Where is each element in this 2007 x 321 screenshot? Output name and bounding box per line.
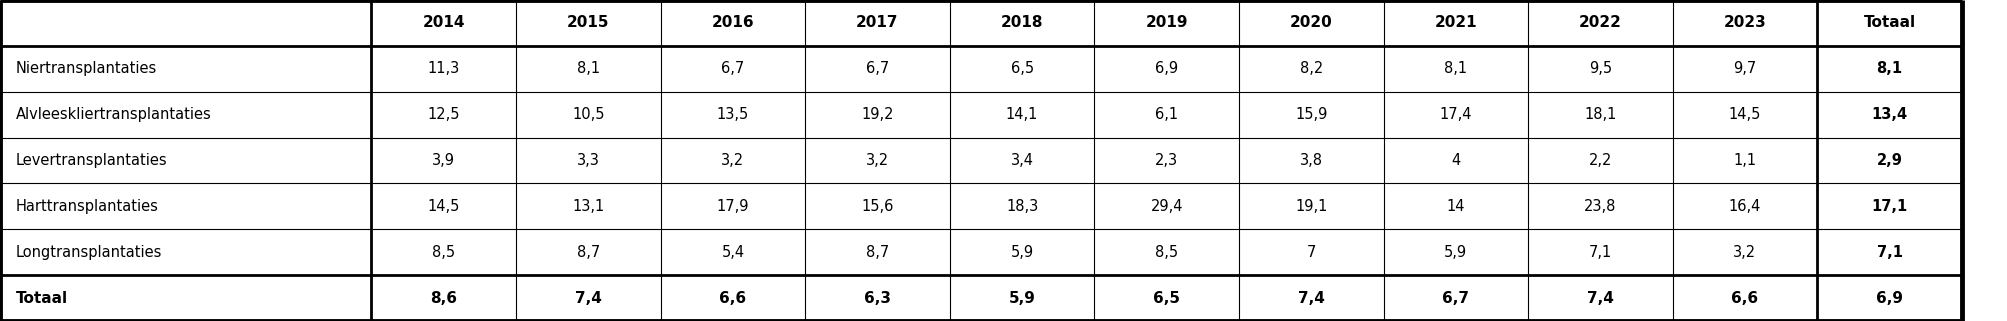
Text: 9,5: 9,5 [1588,61,1612,76]
Text: 7: 7 [1307,245,1315,260]
Text: 7,4: 7,4 [1586,291,1614,306]
Text: 6,5: 6,5 [1010,61,1034,76]
Text: 8,7: 8,7 [865,245,889,260]
Text: 7,1: 7,1 [1877,245,1901,260]
Text: 10,5: 10,5 [572,107,604,122]
Text: 9,7: 9,7 [1732,61,1756,76]
Text: 3,2: 3,2 [865,153,889,168]
Text: 6,7: 6,7 [865,61,889,76]
Text: 2,3: 2,3 [1154,153,1178,168]
Text: Totaal: Totaal [16,291,68,306]
Text: 13,1: 13,1 [572,199,604,214]
Text: 3,2: 3,2 [1732,245,1756,260]
Text: 7,4: 7,4 [1297,291,1325,306]
Text: Levertransplantaties: Levertransplantaties [16,153,169,168]
Text: 3,9: 3,9 [432,153,456,168]
Text: 6,6: 6,6 [719,291,747,306]
Text: 3,2: 3,2 [721,153,745,168]
Text: Longtransplantaties: Longtransplantaties [16,245,163,260]
Text: 5,4: 5,4 [721,245,745,260]
Text: 2,2: 2,2 [1588,153,1612,168]
Text: 29,4: 29,4 [1150,199,1182,214]
Text: 8,7: 8,7 [576,245,600,260]
Text: 7,1: 7,1 [1588,245,1612,260]
Text: 11,3: 11,3 [427,61,460,76]
Text: 2021: 2021 [1433,15,1477,30]
Text: 14: 14 [1445,199,1465,214]
Text: 2017: 2017 [855,15,899,30]
Text: 13,5: 13,5 [716,107,749,122]
Text: 4: 4 [1451,153,1459,168]
Text: 2015: 2015 [566,15,610,30]
Text: 8,2: 8,2 [1299,61,1323,76]
Text: 3,8: 3,8 [1299,153,1323,168]
Text: 6,7: 6,7 [1441,291,1469,306]
Text: 16,4: 16,4 [1728,199,1760,214]
Text: 8,5: 8,5 [432,245,456,260]
Text: 15,6: 15,6 [861,199,893,214]
Text: 5,9: 5,9 [1008,291,1036,306]
Text: Totaal: Totaal [1862,15,1915,30]
Text: 6,3: 6,3 [863,291,891,306]
Text: 2023: 2023 [1722,15,1766,30]
Text: 1,1: 1,1 [1732,153,1756,168]
Text: Harttransplantaties: Harttransplantaties [16,199,159,214]
Text: 17,9: 17,9 [716,199,749,214]
Text: 15,9: 15,9 [1295,107,1327,122]
Text: Alvleeskliertransplantaties: Alvleeskliertransplantaties [16,107,211,122]
Text: 14,5: 14,5 [427,199,460,214]
Text: 5,9: 5,9 [1010,245,1034,260]
Text: 12,5: 12,5 [427,107,460,122]
Text: 19,1: 19,1 [1295,199,1327,214]
Text: 14,5: 14,5 [1728,107,1760,122]
Text: 3,4: 3,4 [1010,153,1034,168]
Text: 2016: 2016 [710,15,755,30]
Text: 18,3: 18,3 [1006,199,1038,214]
Text: 6,1: 6,1 [1154,107,1178,122]
Text: 6,9: 6,9 [1875,291,1903,306]
Text: 3,3: 3,3 [576,153,600,168]
Text: 6,6: 6,6 [1730,291,1758,306]
Text: 5,9: 5,9 [1443,245,1467,260]
Text: 17,4: 17,4 [1439,107,1471,122]
Text: 2022: 2022 [1578,15,1622,30]
Text: 17,1: 17,1 [1871,199,1907,214]
Text: 8,1: 8,1 [576,61,600,76]
Text: Niertransplantaties: Niertransplantaties [16,61,157,76]
Text: 2014: 2014 [421,15,466,30]
Text: 7,4: 7,4 [574,291,602,306]
Text: 2,9: 2,9 [1877,153,1901,168]
Text: 8,1: 8,1 [1875,61,1903,76]
Text: 18,1: 18,1 [1584,107,1616,122]
Text: 8,6: 8,6 [429,291,458,306]
Text: 6,5: 6,5 [1152,291,1180,306]
Text: 19,2: 19,2 [861,107,893,122]
Text: 14,1: 14,1 [1006,107,1038,122]
Text: 2020: 2020 [1288,15,1333,30]
Text: 8,1: 8,1 [1443,61,1467,76]
Text: 13,4: 13,4 [1871,107,1907,122]
Text: 6,7: 6,7 [721,61,745,76]
Text: 23,8: 23,8 [1584,199,1616,214]
Text: 2018: 2018 [999,15,1044,30]
Text: 2019: 2019 [1144,15,1188,30]
Text: 6,9: 6,9 [1154,61,1178,76]
Text: 8,5: 8,5 [1154,245,1178,260]
